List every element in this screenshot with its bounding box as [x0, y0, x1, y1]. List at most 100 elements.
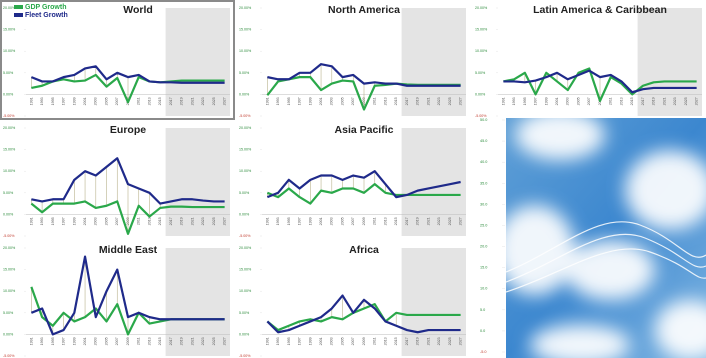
- series-line: [30, 65, 225, 84]
- y-tick-label: -5.00%: [3, 354, 15, 358]
- x-tick-label: 2027: [459, 337, 463, 345]
- y-tick-label: 10.00%: [475, 49, 488, 53]
- x-tick-label: 2023: [437, 217, 441, 225]
- y-tick-label: 10.00%: [239, 289, 252, 293]
- legend-swatch: [14, 13, 23, 17]
- x-tick-label: 1997: [62, 337, 66, 345]
- x-tick-label: 1999: [308, 337, 312, 345]
- x-tick-label: 2005: [340, 337, 344, 345]
- y-tick-label: -5.00%: [239, 234, 251, 238]
- y-tick-label: 25.0: [480, 223, 487, 227]
- series-line: [30, 255, 225, 336]
- x-tick-label: 2005: [104, 337, 108, 345]
- x-tick-label: 2011: [137, 217, 141, 225]
- x-tick-label: 2003: [330, 337, 334, 345]
- chart-title: Africa: [349, 244, 379, 256]
- x-tick-label: 2017: [169, 217, 173, 225]
- y-tick-label: 20.00%: [239, 246, 252, 250]
- y-tick-label: 0.00%: [3, 92, 14, 96]
- x-tick-label: 1995: [523, 97, 527, 105]
- x-tick-label: 2001: [319, 337, 323, 345]
- forecast-shade: [637, 8, 702, 116]
- x-tick-label: 2019: [652, 97, 656, 105]
- y-tick-label: 5.00%: [239, 191, 250, 195]
- y-tick-label: 15.00%: [475, 28, 488, 32]
- legend-label: Fleet Growth: [25, 12, 68, 19]
- x-tick-label: 2021: [662, 97, 666, 105]
- x-tick-label: 1999: [72, 97, 76, 105]
- x-tick-label: 1997: [534, 97, 538, 105]
- x-tick-label: 1995: [51, 97, 55, 105]
- y-tick-label: 5.00%: [239, 71, 250, 75]
- x-tick-label: 2025: [448, 217, 452, 225]
- x-tick-label: 2003: [94, 97, 98, 105]
- series-line: [503, 69, 697, 94]
- x-tick-label: 1993: [512, 97, 516, 105]
- x-tick-label: 2005: [576, 97, 580, 105]
- x-tick-label: 2027: [459, 97, 463, 105]
- x-tick-label: 1991: [265, 337, 269, 345]
- y-tick-label: -5.00%: [239, 354, 251, 358]
- y-tick-label: -5.00%: [3, 234, 15, 238]
- x-tick-label: 2025: [448, 97, 452, 105]
- x-tick-label: 1999: [544, 97, 548, 105]
- x-tick-label: 2003: [566, 97, 570, 105]
- series-line: [266, 183, 461, 205]
- y-tick-label: 10.00%: [3, 49, 16, 53]
- x-tick-label: 1991: [265, 217, 269, 225]
- y-tick-label: 20.00%: [3, 6, 16, 10]
- x-tick-label: 2019: [416, 217, 420, 225]
- y-tick-label: 15.00%: [3, 148, 16, 152]
- y-tick-label: 35.0: [480, 181, 487, 185]
- x-tick-label: 2011: [373, 337, 377, 345]
- x-tick-label: 2007: [115, 337, 119, 345]
- x-tick-label: 2007: [587, 97, 591, 105]
- y-tick-label: 5.0: [480, 308, 485, 312]
- chart-title: Latin America & Caribbean: [533, 4, 667, 16]
- x-tick-label: 2003: [330, 217, 334, 225]
- sky-panel: [506, 118, 706, 358]
- x-tick-label: 2015: [158, 97, 162, 105]
- x-tick-label: 1997: [298, 337, 302, 345]
- x-tick-label: 2007: [351, 217, 355, 225]
- x-tick-label: 1991: [29, 97, 33, 105]
- y-tick-label: 0.0: [480, 329, 485, 333]
- x-tick-label: 2017: [405, 337, 409, 345]
- y-tick-label: 15.00%: [239, 268, 252, 272]
- x-tick-label: 2021: [190, 337, 194, 345]
- x-tick-label: 1999: [72, 337, 76, 345]
- chart-title: Europe: [110, 124, 146, 136]
- x-tick-label: 2025: [684, 97, 688, 105]
- x-tick-label: 1999: [72, 217, 76, 225]
- x-tick-label: 1997: [62, 97, 66, 105]
- x-tick-label: 2003: [94, 217, 98, 225]
- x-tick-label: 2027: [223, 337, 227, 345]
- y-tick-label: 5.00%: [3, 191, 14, 195]
- chart-title: Middle East: [99, 244, 158, 256]
- x-tick-label: 2025: [212, 97, 216, 105]
- y-tick-label: 5.00%: [475, 71, 486, 75]
- selection-border: [0, 0, 235, 120]
- x-tick-label: 2021: [426, 337, 430, 345]
- y-tick-label: 15.00%: [3, 28, 16, 32]
- x-tick-label: 1991: [29, 337, 33, 345]
- y-tick-label: 5.00%: [3, 311, 14, 315]
- x-tick-label: 2025: [448, 337, 452, 345]
- legend-label: GDP Growth: [25, 4, 66, 11]
- x-tick-label: 2025: [212, 337, 216, 345]
- x-tick-label: 1995: [287, 217, 291, 225]
- x-tick-label: 1993: [40, 217, 44, 225]
- y-tick-label: 15.00%: [239, 148, 252, 152]
- series-line: [267, 63, 461, 87]
- x-tick-label: 2027: [695, 97, 699, 105]
- y-tick-label: 0.00%: [475, 92, 486, 96]
- x-tick-label: 2013: [619, 97, 623, 105]
- x-tick-label: 2007: [115, 97, 119, 105]
- forecast-shade: [401, 248, 466, 356]
- x-tick-label: 2013: [383, 217, 387, 225]
- x-tick-label: 2023: [201, 337, 205, 345]
- clouds: [506, 118, 706, 358]
- y-tick-label: 30.0: [480, 202, 487, 206]
- x-tick-label: 2017: [169, 97, 173, 105]
- x-tick-label: 2003: [94, 337, 98, 345]
